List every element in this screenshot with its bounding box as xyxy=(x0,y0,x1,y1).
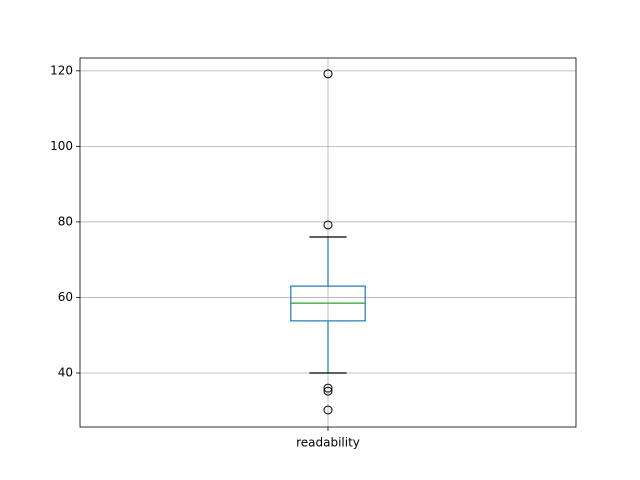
flier xyxy=(323,220,333,230)
y-tick-label: 80 xyxy=(58,214,73,228)
y-tick-label: 40 xyxy=(58,365,73,379)
y-tick-label: 120 xyxy=(50,63,73,77)
y-tick-label: 100 xyxy=(50,139,73,153)
flier xyxy=(323,383,333,393)
flier xyxy=(323,386,333,396)
plot-frame xyxy=(79,57,577,428)
flier xyxy=(323,69,333,79)
y-tick-label: 60 xyxy=(58,290,73,304)
x-tick-label: readability xyxy=(296,436,360,450)
flier xyxy=(323,405,333,415)
